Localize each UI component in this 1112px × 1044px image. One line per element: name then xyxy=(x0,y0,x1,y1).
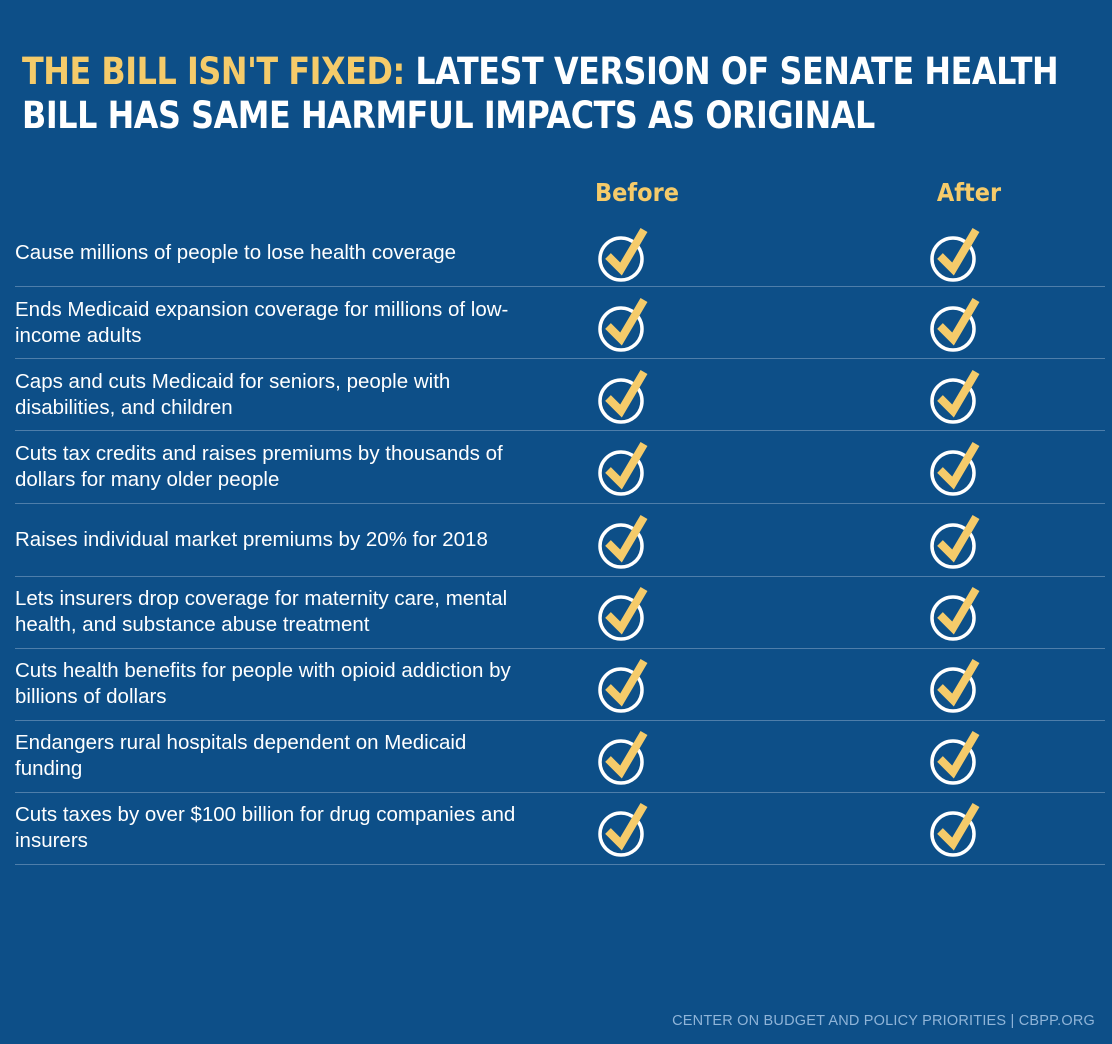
before-check-icon xyxy=(597,511,649,569)
after-check-icon xyxy=(929,294,981,352)
before-check-icon xyxy=(597,727,649,785)
table-row: Cuts tax credits and raises premiums by … xyxy=(15,431,1105,504)
after-check-icon xyxy=(929,224,981,282)
after-check-icon xyxy=(929,511,981,569)
table-row: Cuts taxes by over $100 billion for drug… xyxy=(15,792,1105,865)
before-check-icon xyxy=(597,799,649,857)
before-check-icon xyxy=(597,224,649,282)
row-label: Cuts tax credits and raises premiums by … xyxy=(15,442,503,491)
column-header-before: Before xyxy=(594,178,680,207)
row-label: Cause millions of people to lose health … xyxy=(15,241,457,264)
row-label: Lets insurers drop coverage for maternit… xyxy=(15,587,508,636)
title-rest: LATEST VERSION OF SENATE HEALTH BILL HAS… xyxy=(22,50,1059,137)
footer-credit: CENTER ON BUDGET AND POLICY PRIORITIES |… xyxy=(672,1013,1095,1029)
row-label: Ends Medicaid expansion coverage for mil… xyxy=(15,298,509,347)
table-row: Ends Medicaid expansion coverage for mil… xyxy=(15,288,1105,359)
table-row: Caps and cuts Medicaid for seniors, peop… xyxy=(15,359,1105,431)
title-highlight: THE BILL ISN'T FIXED: xyxy=(22,50,405,93)
after-check-icon xyxy=(929,583,981,641)
after-check-icon xyxy=(929,655,981,713)
after-check-icon xyxy=(929,727,981,785)
before-check-icon xyxy=(597,655,649,713)
table-row: Lets insurers drop coverage for maternit… xyxy=(15,576,1105,649)
row-label: Cuts health benefits for people with opi… xyxy=(15,659,511,708)
table-row: Endangers rural hospitals dependent on M… xyxy=(15,720,1105,793)
column-header-after: After xyxy=(936,178,1002,207)
before-check-icon xyxy=(597,438,649,496)
before-check-icon xyxy=(597,583,649,641)
chart-title: THE BILL ISN'T FIXED: LATEST VERSION OF … xyxy=(22,50,1093,138)
row-label: Endangers rural hospitals dependent on M… xyxy=(15,731,467,780)
row-label: Raises individual market premiums by 20%… xyxy=(15,528,488,551)
before-check-icon xyxy=(597,366,649,424)
row-label: Caps and cuts Medicaid for seniors, peop… xyxy=(15,370,451,419)
table-row: Raises individual market premiums by 20%… xyxy=(15,504,1105,577)
row-label: Cuts taxes by over $100 billion for drug… xyxy=(15,803,516,852)
after-check-icon xyxy=(929,366,981,424)
after-check-icon xyxy=(929,438,981,496)
table-row: Cause millions of people to lose health … xyxy=(15,220,1105,287)
table-row: Cuts health benefits for people with opi… xyxy=(15,648,1105,721)
after-check-icon xyxy=(929,799,981,857)
before-check-icon xyxy=(597,294,649,352)
